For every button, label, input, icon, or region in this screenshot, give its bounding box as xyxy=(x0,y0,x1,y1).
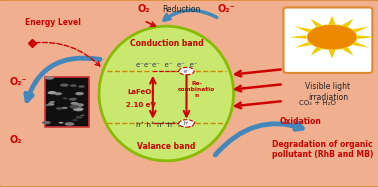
Ellipse shape xyxy=(72,119,78,121)
Text: Re-
combinatio
n: Re- combinatio n xyxy=(178,82,215,98)
Polygon shape xyxy=(289,35,307,39)
Ellipse shape xyxy=(70,105,79,108)
Text: e⁻: e⁻ xyxy=(184,69,189,73)
Circle shape xyxy=(179,120,194,127)
Text: LaFeO₃: LaFeO₃ xyxy=(127,89,155,95)
Text: O₂⁻: O₂⁻ xyxy=(218,4,235,14)
Text: CO₂ + H₂O: CO₂ + H₂O xyxy=(299,100,336,106)
Ellipse shape xyxy=(99,26,234,161)
Polygon shape xyxy=(295,42,311,48)
Polygon shape xyxy=(328,16,336,24)
Text: Conduction band: Conduction band xyxy=(130,39,203,47)
Ellipse shape xyxy=(73,107,84,111)
Text: 2.10 eV: 2.10 eV xyxy=(126,102,156,108)
Ellipse shape xyxy=(42,121,51,124)
Text: Visible light
irradiation: Visible light irradiation xyxy=(305,82,350,102)
Text: O₂: O₂ xyxy=(137,4,150,14)
Ellipse shape xyxy=(74,103,84,107)
Text: Degradation of organic
pollutant (RhB and MB): Degradation of organic pollutant (RhB an… xyxy=(272,140,373,159)
Ellipse shape xyxy=(63,97,68,99)
Ellipse shape xyxy=(76,116,83,119)
Text: O₂: O₂ xyxy=(9,135,22,145)
Ellipse shape xyxy=(48,102,54,104)
Polygon shape xyxy=(342,47,353,56)
Text: Valance band: Valance band xyxy=(137,142,195,151)
Text: Energy Level: Energy Level xyxy=(25,18,81,27)
FancyBboxPatch shape xyxy=(45,77,89,127)
Ellipse shape xyxy=(59,122,64,124)
Text: Oxidation: Oxidation xyxy=(280,117,322,126)
FancyBboxPatch shape xyxy=(284,7,372,73)
Polygon shape xyxy=(352,42,369,48)
Ellipse shape xyxy=(65,122,74,126)
FancyArrowPatch shape xyxy=(164,10,217,20)
Polygon shape xyxy=(310,19,322,27)
Ellipse shape xyxy=(80,114,85,116)
Ellipse shape xyxy=(71,102,78,105)
Polygon shape xyxy=(358,35,375,39)
Ellipse shape xyxy=(60,83,69,87)
Ellipse shape xyxy=(45,76,54,80)
Ellipse shape xyxy=(70,84,77,87)
Polygon shape xyxy=(352,27,369,32)
Ellipse shape xyxy=(78,85,85,88)
Ellipse shape xyxy=(75,92,84,95)
Polygon shape xyxy=(295,27,311,32)
Ellipse shape xyxy=(50,101,55,103)
Polygon shape xyxy=(342,19,353,27)
Text: e⁻e⁻e⁻  e⁻  e⁻  e⁻: e⁻e⁻e⁻ e⁻ e⁻ e⁻ xyxy=(136,62,197,68)
Text: h⁺ h⁺ h⁺ h⁺ h⁺ h⁺: h⁺ h⁺ h⁺ h⁺ h⁺ h⁺ xyxy=(136,122,197,128)
Ellipse shape xyxy=(69,98,77,101)
Circle shape xyxy=(179,67,194,75)
Ellipse shape xyxy=(62,107,68,109)
Ellipse shape xyxy=(48,91,57,94)
Ellipse shape xyxy=(48,103,54,106)
Polygon shape xyxy=(310,47,322,56)
Text: O₂⁻: O₂⁻ xyxy=(9,77,27,87)
Polygon shape xyxy=(328,50,336,58)
Circle shape xyxy=(307,25,356,49)
Ellipse shape xyxy=(44,104,50,106)
Ellipse shape xyxy=(54,92,62,95)
Text: h⁺: h⁺ xyxy=(184,121,189,126)
FancyArrowPatch shape xyxy=(35,42,100,66)
Ellipse shape xyxy=(56,107,63,110)
FancyArrowPatch shape xyxy=(215,123,302,155)
Text: Reduction: Reduction xyxy=(162,5,201,14)
Circle shape xyxy=(307,25,356,49)
FancyArrowPatch shape xyxy=(26,58,100,101)
